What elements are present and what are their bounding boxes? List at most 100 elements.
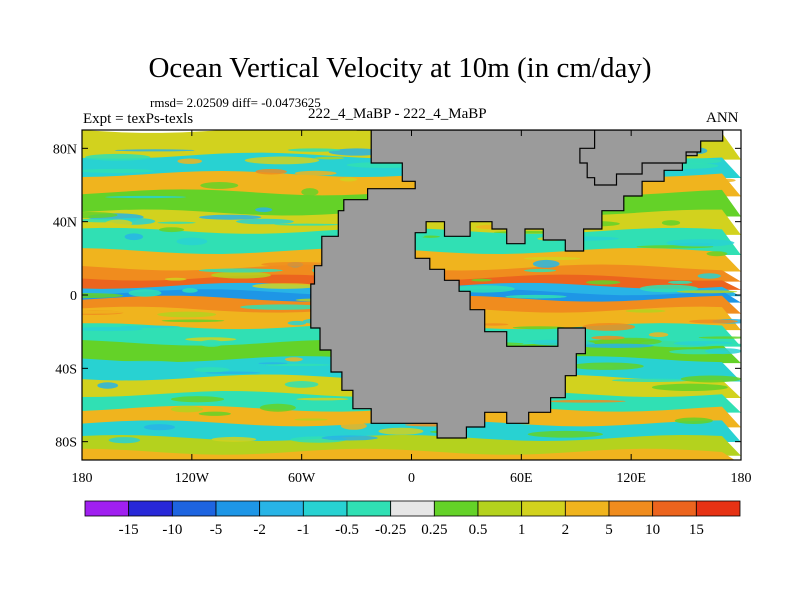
- axes: 180 120W 60W 0 60E 120E 180 80N 40N 0 40S 80S: [53, 130, 752, 486]
- y-tick-label: 40S: [55, 362, 77, 377]
- colorbar-box: [346, 500, 392, 517]
- land-central-continent: [310, 130, 698, 439]
- velocity-streak: [661, 220, 681, 226]
- velocity-streak: [193, 367, 230, 373]
- velocity-streak: [211, 271, 271, 279]
- velocity-streak: [259, 403, 296, 412]
- velocity-streak: [648, 332, 669, 338]
- velocity-streak: [170, 396, 225, 403]
- x-tick-label: 60W: [288, 471, 316, 486]
- colorbar-box: [608, 500, 654, 517]
- velocity-streak: [128, 289, 162, 297]
- velocity-streak: [200, 182, 239, 189]
- velocity-streak: [294, 170, 337, 176]
- velocity-streak: [314, 156, 345, 160]
- x-tick-label: 0: [408, 471, 415, 486]
- velocity-streak: [420, 235, 441, 238]
- colorbar-box: [564, 500, 610, 517]
- velocity-streak: [328, 148, 385, 156]
- velocity-streak: [265, 363, 331, 367]
- velocity-streak: [161, 319, 225, 323]
- colorbar-label: -15: [119, 522, 139, 538]
- velocity-streak: [252, 283, 317, 289]
- velocity-streak: [261, 261, 331, 267]
- velocity-streak: [97, 382, 119, 389]
- velocity-streak: [82, 212, 118, 219]
- velocity-streak: [85, 153, 151, 161]
- velocity-streak: [171, 340, 189, 344]
- velocity-streak: [680, 375, 741, 383]
- velocity-streak: [585, 280, 621, 285]
- x-tick-label: 180: [72, 471, 93, 486]
- colorbar-label: -5: [210, 522, 223, 538]
- velocity-streak: [82, 293, 124, 299]
- velocity-streak: [177, 158, 202, 164]
- velocity-streak: [284, 381, 319, 388]
- velocity-streak: [625, 309, 666, 313]
- x-tick-label: 120W: [175, 471, 210, 486]
- velocity-streak: [706, 251, 728, 257]
- velocity-streak: [82, 310, 127, 314]
- velocity-streak: [82, 326, 144, 332]
- velocity-streak: [636, 249, 682, 255]
- velocity-streak: [705, 348, 741, 355]
- stats-subtitle: rmsd= 2.02509 diff= -0.0473625: [150, 95, 321, 110]
- colorbar-box: [390, 500, 435, 517]
- colorbar-box: [215, 500, 261, 517]
- velocity-streak: [689, 319, 738, 324]
- x-tick-label: 120E: [616, 471, 646, 486]
- velocity-streak: [505, 294, 567, 299]
- colorbar-label: 10: [645, 522, 660, 538]
- velocity-streak: [108, 437, 141, 444]
- velocity-streak: [301, 188, 319, 196]
- velocity-streak: [157, 221, 196, 224]
- velocity-streak: [294, 418, 328, 421]
- colorbar-label: 15: [689, 522, 704, 538]
- colorbar-box: [259, 500, 304, 517]
- colorbar-box: [171, 500, 217, 517]
- velocity-streak: [479, 323, 509, 326]
- velocity-streak: [198, 268, 283, 273]
- y-tick-label: 0: [70, 289, 77, 304]
- velocity-streak: [674, 417, 713, 424]
- y-tick-label: 80S: [55, 436, 77, 451]
- colorbar-label: 2: [562, 522, 570, 538]
- velocity-band: [82, 435, 741, 456]
- chart-title: Ocean Vertical Velocity at 10m (in cm/da…: [148, 52, 652, 84]
- colorbar-box: [128, 500, 173, 517]
- velocity-streak: [378, 427, 424, 435]
- colorbar-box: [302, 500, 348, 517]
- velocity-streak: [668, 280, 693, 284]
- velocity-streak: [105, 219, 133, 228]
- colorbar-label: -2: [253, 522, 266, 538]
- velocity-streak: [258, 362, 288, 365]
- velocity-streak: [527, 430, 603, 438]
- velocity-streak: [240, 304, 324, 310]
- velocity-streak: [339, 177, 358, 182]
- velocity-streak: [471, 278, 493, 282]
- velocity-streak: [255, 207, 273, 213]
- velocity-streak: [287, 148, 341, 152]
- case-label: 222_4_MaBP - 222_4_MaBP: [308, 106, 487, 122]
- velocity-streak: [82, 168, 155, 173]
- velocity-streak: [579, 343, 654, 348]
- velocity-streak: [612, 378, 692, 383]
- colorbar-box: [84, 500, 130, 517]
- colorbar-label: -0.25: [375, 522, 406, 538]
- velocity-streak: [157, 311, 217, 318]
- velocity-streak: [244, 156, 320, 165]
- velocity-streak: [255, 168, 287, 175]
- y-tick-label: 40N: [53, 216, 77, 231]
- colorbar-box: [652, 500, 697, 517]
- velocity-streak: [114, 149, 195, 152]
- colorbar-box: [477, 500, 523, 517]
- colorbar-box: [695, 500, 741, 517]
- velocity-streak: [106, 360, 187, 369]
- velocity-streak: [284, 357, 303, 362]
- velocity-streak: [340, 422, 367, 430]
- velocity-streak: [697, 273, 721, 279]
- experiment-label: Expt = texPs-texls: [83, 111, 194, 127]
- colorbar-box: [433, 500, 479, 517]
- colorbar-label: -10: [162, 522, 182, 538]
